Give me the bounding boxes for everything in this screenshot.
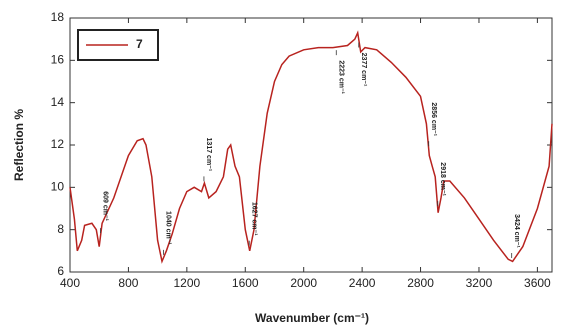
annotation: 609 cm⁻¹ [102,191,109,221]
x-tick-label: 2400 [349,276,376,290]
x-axis-label: Wavenumber (cm⁻¹) [255,311,369,325]
annotation: 1040 cm⁻¹ [165,211,172,245]
annotation: 1627 cm⁻¹ [250,202,257,236]
y-tick-label: 18 [51,10,65,24]
x-tick-label: 1600 [232,276,259,290]
x-tick-label: 2800 [407,276,434,290]
x-tick-label: 400 [60,276,80,290]
annotation: 2856 cm⁻¹ [430,102,437,136]
x-tick-label: 800 [118,276,138,290]
x-tick-label: 2000 [290,276,317,290]
annotation: 2223 cm⁻¹ [337,60,344,94]
y-tick-label: 14 [51,95,65,109]
y-axis-label: Reflection % [12,109,26,181]
legend-label: 7 [136,37,143,51]
y-tick-label: 12 [51,137,65,151]
annotation: 2918 cm⁻¹ [439,162,446,196]
y-tick-label: 10 [51,180,65,194]
annotation: 1317 cm⁻¹ [205,138,212,172]
x-tick-label: 3600 [524,276,551,290]
y-tick-label: 8 [57,222,64,236]
x-tick-label: 3200 [466,276,493,290]
spectrum-line [69,30,553,264]
y-tick-label: 16 [51,53,65,67]
x-tick-label: 1200 [173,276,200,290]
y-tick-label: 6 [57,264,64,278]
annotation: 2377 cm⁻¹ [360,53,367,87]
annotation: 3424 cm⁻¹ [513,214,520,248]
